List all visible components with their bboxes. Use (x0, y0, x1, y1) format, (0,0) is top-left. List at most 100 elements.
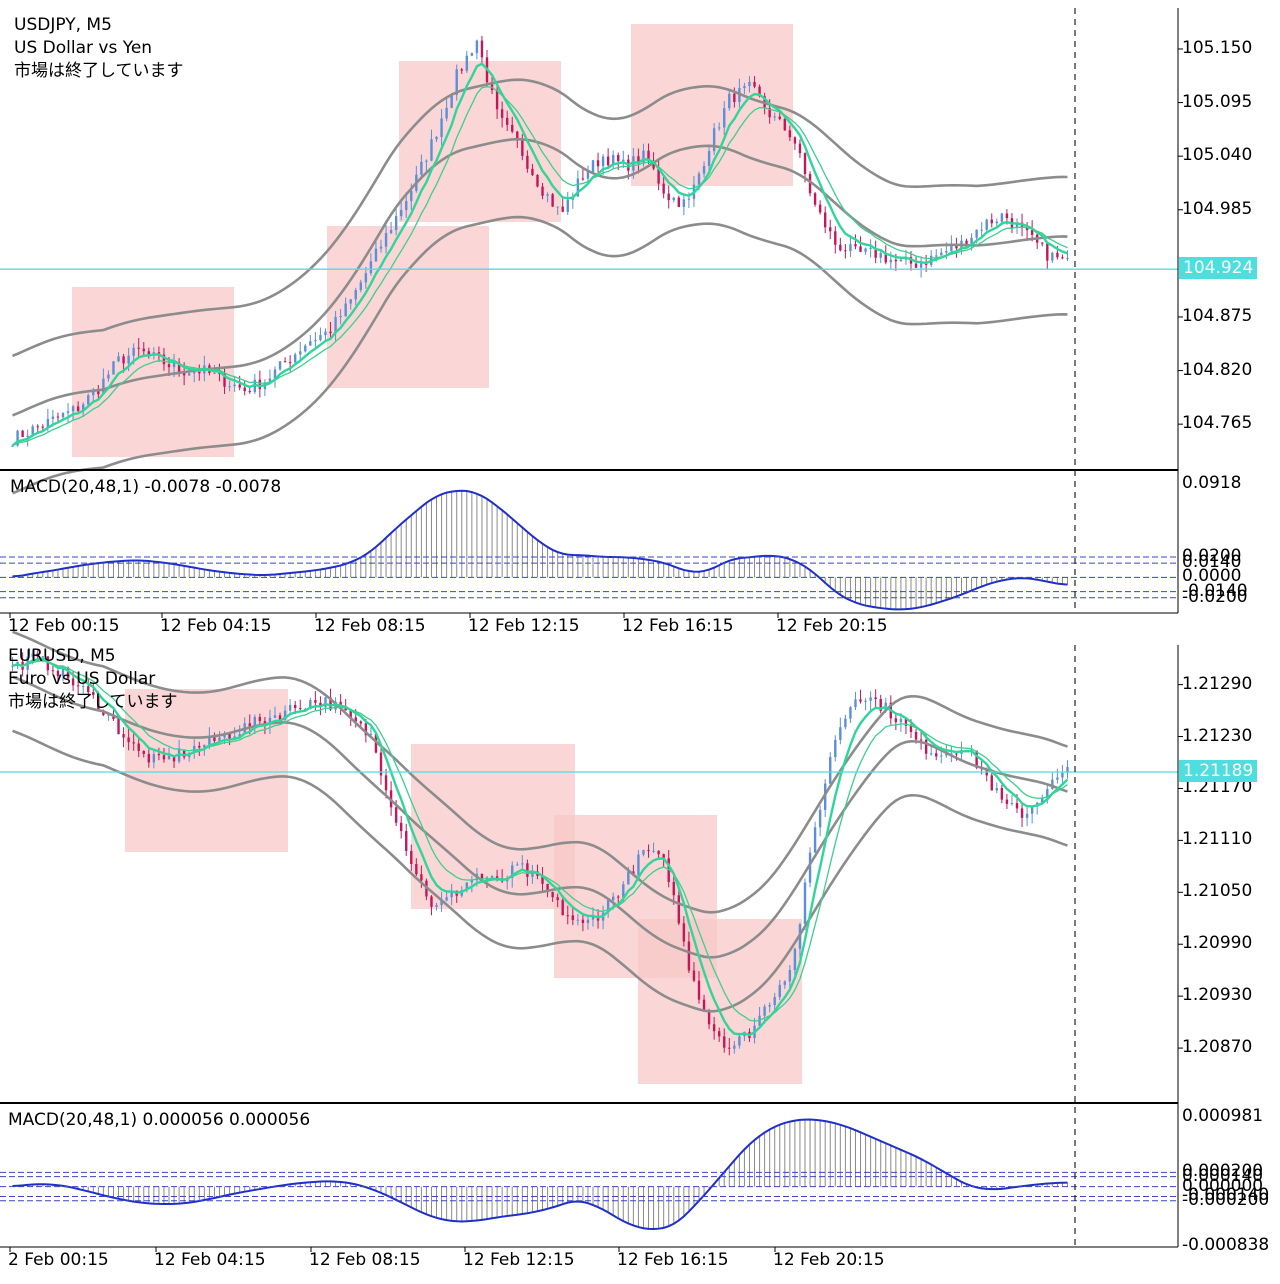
candle-body (51, 416, 55, 419)
candle-body (808, 852, 812, 883)
candle-body (662, 183, 665, 194)
candle-body (36, 426, 39, 428)
candle-body (182, 749, 186, 758)
candle-body (561, 900, 564, 916)
candle-body (167, 755, 171, 760)
candle-body (364, 723, 368, 736)
candle-body (970, 237, 973, 247)
candle-body (919, 263, 923, 268)
candle-body (677, 197, 681, 207)
candle-body (213, 735, 216, 741)
candle-body (172, 362, 176, 368)
candle-body (728, 1047, 731, 1049)
candle-body (541, 875, 544, 884)
y-tick-label: 1.21170 (1182, 777, 1253, 798)
candle-body (162, 354, 166, 365)
candle-body (788, 130, 792, 138)
y-tick-label: 1.20870 (1182, 1037, 1253, 1058)
candle-body (733, 1045, 736, 1049)
candle-body (92, 691, 95, 696)
candle-body (834, 739, 837, 758)
candle-body (1010, 803, 1014, 805)
candle-body (864, 700, 867, 702)
candle-body (945, 753, 948, 756)
candle-body (778, 116, 781, 120)
candle-body (531, 871, 534, 877)
candle-body (1005, 799, 1009, 804)
candle-body (965, 240, 968, 247)
candle-body (147, 351, 151, 355)
candle-body (839, 244, 842, 251)
candle-body (1030, 230, 1034, 235)
candle-body (41, 426, 45, 428)
candle-body (586, 919, 590, 923)
candle-body (278, 715, 282, 720)
candle-body (929, 753, 933, 755)
candle-body (218, 372, 221, 374)
candle-body (642, 850, 645, 855)
candle-body (46, 656, 50, 671)
candle-body (829, 757, 832, 784)
candle-body (758, 86, 761, 97)
candle-body (657, 850, 660, 855)
candle-body (717, 1031, 721, 1037)
candle-body (606, 900, 610, 913)
candle-body (874, 247, 877, 258)
macd-signal-line (12, 489, 1068, 611)
eurusd-status: 市場は終了しています (8, 692, 178, 712)
candle-body (596, 160, 600, 167)
candle-body (844, 718, 847, 728)
candle-body (410, 850, 413, 865)
candle-body (440, 900, 443, 906)
candle-body (107, 714, 110, 716)
candle-body (924, 263, 928, 266)
candle-body (410, 190, 413, 201)
candle-body (995, 788, 999, 791)
candle-body (283, 710, 287, 720)
candle-body (702, 165, 706, 174)
candle-body (541, 186, 544, 196)
envelope-line (12, 215, 1068, 495)
candles (11, 649, 1069, 1056)
candle-body (914, 731, 918, 740)
candle-body (11, 665, 14, 667)
candle-body (243, 387, 246, 392)
candle-body (293, 354, 297, 363)
highlight-zone (125, 689, 288, 852)
candle-body (470, 53, 474, 56)
candle-body (556, 897, 559, 901)
candle-body (682, 199, 686, 207)
time-tick-label: 12 Feb 12:15 (468, 616, 580, 636)
candle-body (1046, 243, 1049, 261)
candle-body (475, 40, 479, 54)
candle-body (394, 216, 398, 231)
candle-body (172, 755, 176, 762)
candle-body (561, 206, 564, 212)
candle-body (763, 1006, 766, 1016)
time-tick-label: 12 Feb 04:15 (154, 1250, 266, 1270)
candle-body (142, 348, 145, 352)
candle-body (92, 390, 95, 396)
candle-body (662, 854, 665, 859)
candle-body (56, 670, 60, 677)
candle-body (76, 685, 80, 687)
candle-body (899, 259, 903, 262)
current-price-tag: 104.924 (1179, 257, 1258, 280)
candle-body (723, 1036, 726, 1048)
candle-body (193, 371, 196, 374)
candle-body (864, 248, 867, 252)
candle-body (803, 153, 807, 175)
candle-body (677, 895, 681, 924)
candle-body (268, 378, 272, 383)
candle-body (233, 384, 236, 387)
candle-body (76, 406, 80, 411)
candle-body (314, 340, 317, 342)
candle-body (904, 718, 908, 726)
highlight-zone (638, 919, 802, 1084)
candle-body (228, 733, 231, 740)
candle-body (162, 755, 166, 760)
candle-body (344, 303, 347, 317)
candle-body (258, 379, 262, 390)
candle-body (480, 40, 484, 58)
